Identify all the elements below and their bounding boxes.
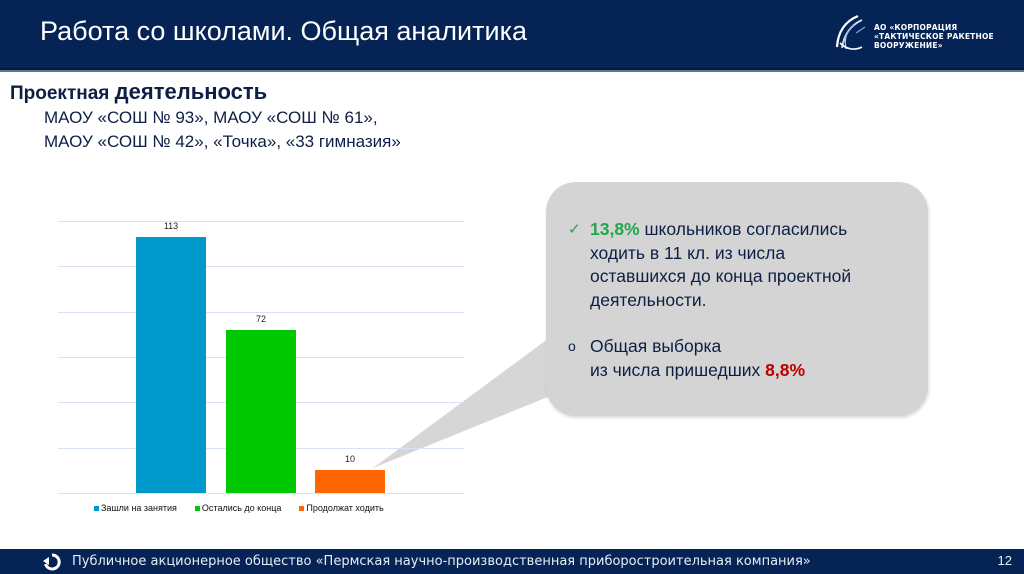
chart-bar: [315, 470, 385, 493]
page-title: Работа со школами. Общая аналитика: [40, 16, 528, 46]
legend-swatch-icon: [94, 505, 99, 511]
legend-item: Зашли на занятия: [94, 503, 177, 513]
schools-line-1: МАОУ «СОШ № 93», МАОУ «СОШ № 61»,: [44, 108, 378, 127]
legend-item: Продолжат ходить: [299, 503, 384, 513]
corporation-logo-text: АО «КОРПОРАЦИЯ «ТАКТИЧЕСКОЕ РАКЕТНОЕ ВОО…: [874, 23, 994, 50]
legend-label: Зашли на занятия: [101, 503, 177, 513]
legend-label: Продолжат ходить: [306, 503, 384, 513]
callout-percent-red: 8,8%: [765, 359, 806, 380]
callout-percent-green: 13,8%: [590, 219, 640, 239]
page-number: 12: [997, 553, 1012, 568]
company-logo-icon: [43, 553, 61, 571]
legend-label: Остались до конца: [201, 503, 282, 513]
callout-bubble: ✓ 13,8% школьников согласились ходить в …: [546, 182, 928, 416]
chart-legend: Зашли на занятия Остались до конца Продолж…: [94, 503, 384, 513]
chart-bar: [136, 236, 206, 493]
legend-swatch-icon: [299, 505, 305, 511]
chart-bar: [226, 329, 296, 493]
footer-bar: Публичное акционерное общество «Пермская…: [0, 549, 1024, 574]
checkmark-icon: ✓: [568, 221, 581, 238]
header-bar: Работа со школами. Общая аналитика АО «К…: [0, 0, 1024, 70]
bar-value-label: 113: [163, 220, 179, 231]
chart-gridline: [58, 493, 464, 494]
footer-company-name: Публичное акционерное общество «Пермская…: [72, 554, 811, 569]
schools-line-2: МАОУ «СОШ № 42», «Точка», «33 гимназия»: [44, 132, 401, 151]
chart-gridline: [58, 221, 464, 222]
chart-gridline: [58, 311, 464, 313]
bar-chart: 113 72 10 Зашли на занятия Остались до конц…: [58, 216, 466, 516]
circle-bullet-icon: o: [568, 338, 576, 354]
callout-item-sample: o Общая выборка из числа пришедших 8,8%: [568, 336, 806, 380]
bar-value-label: 10: [344, 454, 355, 465]
legend-item: Остались до конца: [194, 503, 282, 513]
section-title: Проектная деятельность: [10, 79, 268, 104]
schools-list: МАОУ «СОШ № 93», МАОУ «СОШ № 61», МАОУ «…: [44, 106, 401, 154]
bar-value-label: 72: [255, 313, 266, 324]
chart-gridline: [58, 266, 464, 268]
corporation-logo: АО «КОРПОРАЦИЯ «ТАКТИЧЕСКОЕ РАКЕТНОЕ ВОО…: [832, 13, 1012, 55]
corporation-logo-icon: [835, 14, 866, 50]
legend-swatch-icon: [194, 505, 200, 511]
callout-item-result: ✓ 13,8% школьников согласились ходить в …: [568, 219, 852, 310]
